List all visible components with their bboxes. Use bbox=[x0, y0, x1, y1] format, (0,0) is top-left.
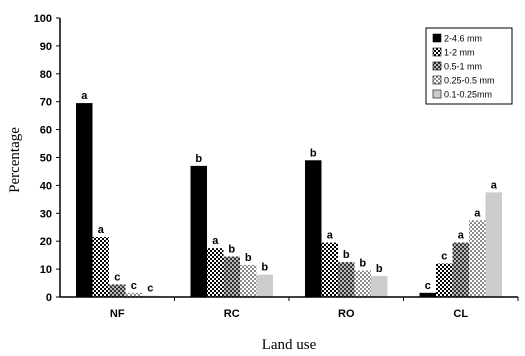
significance-label: c bbox=[131, 280, 137, 292]
legend-label: 2-4.6 mm bbox=[444, 34, 482, 44]
bar-nf-series-3 bbox=[109, 284, 126, 297]
y-tick-label: 20 bbox=[40, 236, 52, 248]
significance-label: c bbox=[441, 251, 447, 263]
bar-nf-series-4 bbox=[125, 292, 142, 297]
significance-label: c bbox=[114, 271, 120, 283]
legend-swatch bbox=[432, 75, 442, 85]
legend-label: 0.1-0.25mm bbox=[444, 90, 492, 100]
x-axis-ticks: NF RC RO CL bbox=[110, 297, 519, 320]
bar-ro-series-2 bbox=[321, 242, 338, 297]
significance-label: a bbox=[98, 224, 105, 236]
bar-cl-series-3 bbox=[452, 242, 469, 297]
bar-ro-series-4 bbox=[354, 270, 371, 297]
bar-rc-series-2 bbox=[207, 248, 224, 297]
significance-label: a bbox=[81, 90, 88, 102]
y-tick-label: 90 bbox=[40, 41, 52, 53]
bar-cl-series-1 bbox=[419, 292, 436, 297]
bar-rc-series-3 bbox=[223, 256, 240, 297]
y-tick-label: 0 bbox=[46, 292, 52, 304]
significance-label: b bbox=[195, 153, 202, 165]
significance-label: c bbox=[147, 283, 153, 295]
bar-ro-series-1 bbox=[305, 160, 322, 297]
bars bbox=[76, 103, 502, 297]
y-tick-label: 80 bbox=[40, 69, 52, 81]
significance-label: b bbox=[261, 262, 268, 274]
legend-swatch bbox=[432, 33, 442, 43]
significance-label: a bbox=[212, 235, 219, 247]
significance-label: b bbox=[228, 244, 235, 256]
significance-label: c bbox=[425, 280, 431, 292]
legend: 2-4.6 mm 1-2 mm 0.5-1 mm 0.25-0.5 mm 0.1-0.2… bbox=[425, 27, 513, 105]
bar-cl-series-5 bbox=[485, 192, 502, 297]
y-axis-label: Percentage bbox=[7, 127, 23, 193]
bar-cl-series-2 bbox=[436, 263, 453, 297]
legend-swatch bbox=[432, 61, 442, 71]
legend-label: 0.5-1 mm bbox=[444, 62, 482, 72]
significance-label: b bbox=[359, 257, 366, 269]
y-tick-label: 40 bbox=[40, 180, 52, 192]
y-tick-label: 10 bbox=[40, 264, 52, 276]
significance-label: a bbox=[491, 179, 498, 191]
significance-label: b bbox=[310, 147, 317, 159]
bar-rc-series-1 bbox=[190, 165, 207, 297]
x-axis-label: Land use bbox=[262, 337, 317, 353]
y-tick-label: 50 bbox=[40, 153, 52, 165]
category-label-rc: RC bbox=[224, 308, 240, 320]
y-axis-ticks: 0 10 20 30 40 50 60 70 80 90 100 bbox=[34, 13, 60, 304]
significance-label: b bbox=[376, 263, 383, 275]
category-label-cl: CL bbox=[453, 308, 468, 320]
bar-nf-series-1 bbox=[76, 103, 93, 297]
bar-rc-series-4 bbox=[240, 264, 257, 297]
significance-label: a bbox=[474, 207, 481, 219]
significance-label: b bbox=[245, 252, 252, 264]
bar-cl-series-4 bbox=[469, 220, 486, 297]
bar-nf-series-2 bbox=[92, 237, 109, 297]
bar-rc-series-5 bbox=[256, 274, 273, 297]
y-tick-label: 100 bbox=[34, 13, 52, 25]
category-label-nf: NF bbox=[110, 308, 125, 320]
y-tick-label: 60 bbox=[40, 125, 52, 137]
y-tick-label: 70 bbox=[40, 97, 52, 109]
legend-swatch bbox=[432, 47, 442, 57]
y-axis-title: Percentage bbox=[7, 127, 23, 193]
significance-label: b bbox=[343, 249, 350, 261]
significance-label: a bbox=[327, 230, 334, 242]
significance-label: a bbox=[458, 230, 465, 242]
legend-label: 1-2 mm bbox=[444, 48, 475, 58]
category-label-ro: RO bbox=[338, 308, 355, 320]
bar-ro-series-3 bbox=[338, 262, 355, 297]
bar-ro-series-5 bbox=[371, 276, 388, 297]
legend-swatch bbox=[432, 89, 442, 99]
y-tick-label: 30 bbox=[40, 208, 52, 220]
legend-label: 0.25-0.5 mm bbox=[444, 76, 495, 86]
